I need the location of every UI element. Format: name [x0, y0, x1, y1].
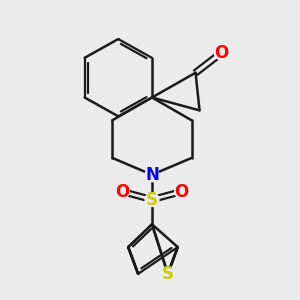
- Circle shape: [161, 267, 175, 281]
- Circle shape: [115, 185, 129, 199]
- Text: N: N: [145, 166, 159, 184]
- Text: S: S: [162, 265, 174, 283]
- Text: S: S: [146, 190, 158, 208]
- Circle shape: [145, 193, 159, 206]
- Text: O: O: [175, 183, 189, 201]
- Circle shape: [175, 185, 189, 199]
- Text: O: O: [115, 183, 129, 201]
- Circle shape: [214, 46, 228, 60]
- Text: O: O: [214, 44, 229, 62]
- Circle shape: [145, 168, 159, 182]
